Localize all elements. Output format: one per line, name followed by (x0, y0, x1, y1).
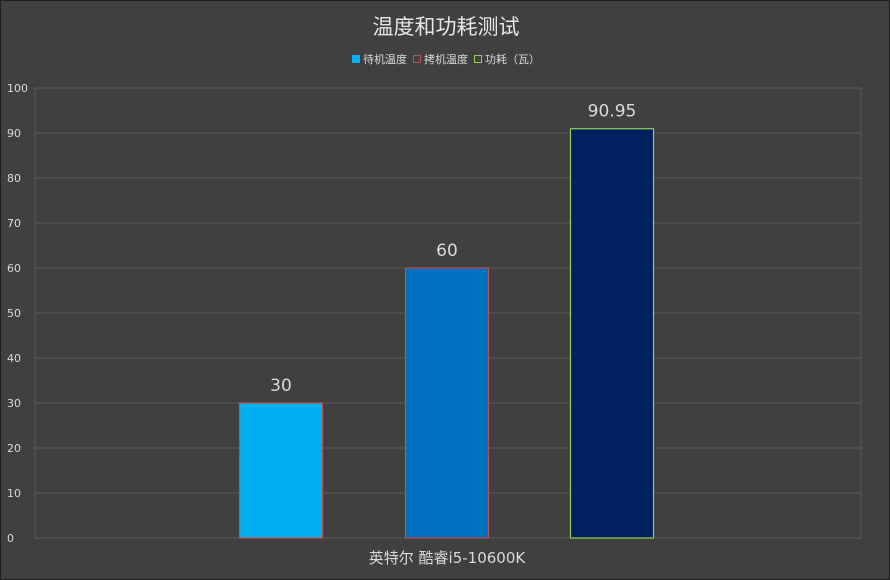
legend-item: 功耗（瓦） (474, 51, 540, 67)
legend-swatch (352, 55, 360, 63)
bar (404, 267, 490, 539)
y-tick-label: 10 (7, 487, 21, 500)
legend-label: 功耗（瓦） (485, 53, 540, 66)
y-tick-label: 50 (7, 307, 21, 320)
legend-label: 拷机温度 (424, 53, 468, 66)
y-tick-label: 40 (7, 352, 21, 365)
category-label: 英特尔 酷睿i5-10600K (369, 549, 527, 567)
legend-item: 拷机温度 (413, 51, 468, 67)
y-tick-label: 20 (7, 442, 21, 455)
bar (569, 128, 655, 539)
legend: 待机温度 拷机温度 功耗（瓦） (1, 50, 889, 68)
legend-item: 待机温度 (352, 51, 407, 67)
data-label: 60 (436, 241, 458, 261)
y-tick-label: 100 (7, 82, 28, 95)
legend-label: 待机温度 (363, 53, 407, 66)
data-label: 90.95 (588, 102, 637, 122)
y-tick-label: 0 (7, 532, 14, 545)
y-tick-label: 60 (7, 262, 21, 275)
y-tick-label: 70 (7, 217, 21, 230)
data-label: 30 (270, 376, 292, 396)
chart-title: 温度和功耗测试 (372, 15, 520, 39)
bar (238, 402, 324, 539)
y-tick-label: 90 (7, 127, 21, 140)
y-tick-label: 80 (7, 172, 21, 185)
legend-swatch (413, 55, 421, 63)
legend-swatch (474, 55, 482, 63)
y-tick-label: 30 (7, 397, 21, 410)
